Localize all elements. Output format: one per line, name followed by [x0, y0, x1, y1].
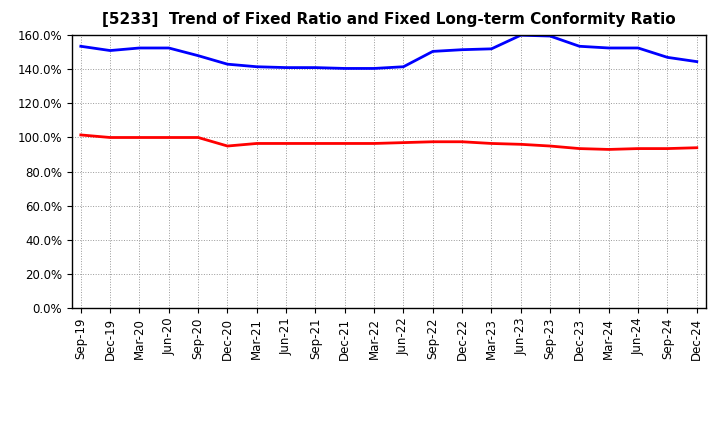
Fixed Long-term Conformity Ratio [370, 141, 379, 146]
Fixed Long-term Conformity Ratio [575, 146, 584, 151]
Fixed Long-term Conformity Ratio [106, 135, 114, 140]
Fixed Ratio [282, 65, 290, 70]
Fixed Long-term Conformity Ratio [311, 141, 320, 146]
Fixed Ratio [458, 47, 467, 52]
Fixed Ratio [634, 45, 642, 51]
Fixed Ratio [575, 44, 584, 49]
Fixed Long-term Conformity Ratio [282, 141, 290, 146]
Fixed Long-term Conformity Ratio [428, 139, 437, 144]
Fixed Ratio [194, 53, 202, 58]
Fixed Long-term Conformity Ratio [194, 135, 202, 140]
Fixed Long-term Conformity Ratio [546, 143, 554, 149]
Fixed Ratio [693, 59, 701, 64]
Fixed Long-term Conformity Ratio [693, 145, 701, 150]
Fixed Long-term Conformity Ratio [458, 139, 467, 144]
Fixed Long-term Conformity Ratio [223, 143, 232, 149]
Fixed Ratio [253, 64, 261, 70]
Fixed Ratio [487, 46, 496, 51]
Fixed Long-term Conformity Ratio [605, 147, 613, 152]
Fixed Ratio [311, 65, 320, 70]
Line: Fixed Ratio: Fixed Ratio [81, 35, 697, 69]
Fixed Ratio [605, 45, 613, 51]
Fixed Long-term Conformity Ratio [253, 141, 261, 146]
Fixed Long-term Conformity Ratio [487, 141, 496, 146]
Fixed Ratio [428, 49, 437, 54]
Fixed Ratio [399, 64, 408, 70]
Fixed Long-term Conformity Ratio [164, 135, 173, 140]
Fixed Ratio [76, 44, 85, 49]
Fixed Ratio [164, 45, 173, 51]
Fixed Ratio [106, 48, 114, 53]
Fixed Ratio [516, 33, 525, 38]
Line: Fixed Long-term Conformity Ratio: Fixed Long-term Conformity Ratio [81, 135, 697, 150]
Fixed Ratio [341, 66, 349, 71]
Fixed Long-term Conformity Ratio [663, 146, 672, 151]
Fixed Long-term Conformity Ratio [76, 132, 85, 138]
Fixed Long-term Conformity Ratio [516, 142, 525, 147]
Title: [5233]  Trend of Fixed Ratio and Fixed Long-term Conformity Ratio: [5233] Trend of Fixed Ratio and Fixed Lo… [102, 12, 675, 27]
Fixed Ratio [370, 66, 379, 71]
Fixed Long-term Conformity Ratio [135, 135, 144, 140]
Fixed Ratio [223, 62, 232, 67]
Fixed Ratio [546, 33, 554, 39]
Fixed Long-term Conformity Ratio [634, 146, 642, 151]
Fixed Ratio [663, 55, 672, 60]
Fixed Long-term Conformity Ratio [399, 140, 408, 145]
Fixed Long-term Conformity Ratio [341, 141, 349, 146]
Fixed Ratio [135, 45, 144, 51]
